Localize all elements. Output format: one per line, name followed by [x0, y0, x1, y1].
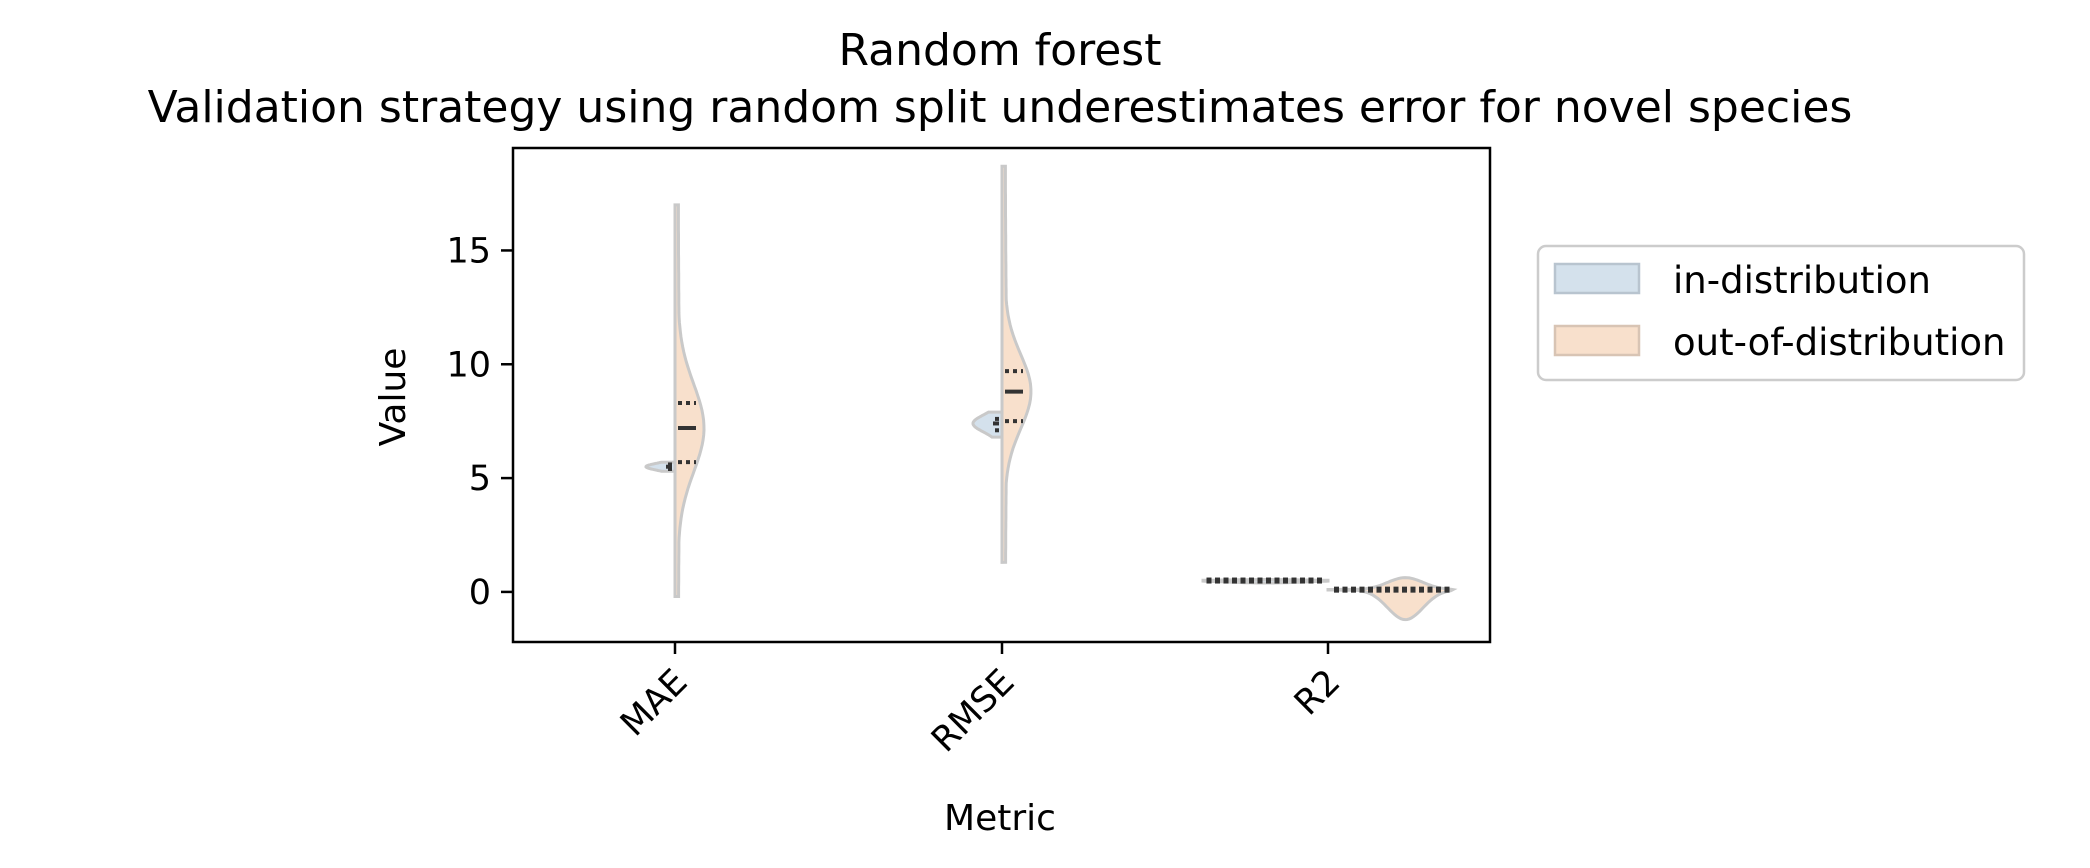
x-tick-label-rmse: RMSE — [924, 662, 1022, 760]
legend-swatch-in-distribution — [1553, 262, 1641, 295]
x-axis: MAE RMSE R2 — [613, 642, 1348, 760]
plot-area — [644, 164, 1458, 622]
x-tick-label-r2: R2 — [1287, 662, 1348, 723]
violin-out-of-distribution-mae — [673, 203, 706, 599]
chart-title: Random forest — [839, 25, 1162, 76]
y-tick-label: 5 — [469, 459, 491, 499]
x-tick-label-mae: MAE — [613, 662, 695, 744]
y-axis: 0 5 10 15 — [446, 231, 513, 613]
y-tick-label: 0 — [469, 573, 491, 613]
violin-out-of-distribution-r2 — [1326, 576, 1458, 622]
chart-subtitle: Validation strategy using random split u… — [148, 82, 1853, 133]
legend-frame — [1536, 244, 2026, 382]
y-axis-label: Value — [373, 348, 414, 447]
violin-out-of-distribution-rmse — [1000, 164, 1033, 564]
legend-label-out-of-distribution: out-of-distribution — [1673, 321, 2005, 364]
x-axis-label: Metric — [944, 798, 1056, 839]
y-tick-label: 10 — [446, 345, 491, 385]
legend-swatch-out-of-distribution — [1553, 324, 1641, 357]
violin-in-distribution-rmse — [971, 410, 1004, 439]
violin-in-distribution-mae — [644, 460, 677, 473]
legend: in-distribution out-of-distribution — [1536, 244, 2026, 382]
legend-label-in-distribution: in-distribution — [1673, 259, 1931, 302]
y-tick-label: 15 — [446, 231, 491, 271]
